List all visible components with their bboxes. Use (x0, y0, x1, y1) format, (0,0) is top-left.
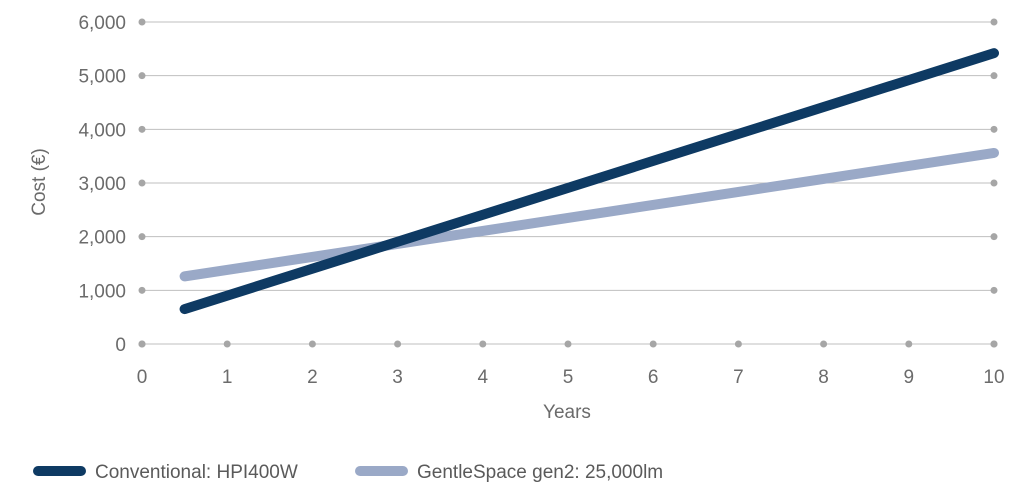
y-tick-label: 6,000 (78, 13, 126, 34)
x-tick-label: 8 (818, 367, 829, 388)
legend: Conventional: HPI400W GentleSpace gen2: … (33, 462, 663, 483)
gridline-dot (138, 125, 146, 133)
x-axis-title: Years (543, 402, 591, 423)
legend-label-gentlespace: GentleSpace gen2: 25,000lm (417, 462, 663, 483)
series-line-conventional (179, 48, 999, 315)
x-tick-label: 7 (733, 367, 744, 388)
x-tick-label: 9 (904, 367, 915, 388)
x-axis-dot (138, 340, 146, 348)
gridline-dot (138, 18, 146, 26)
legend-item-conventional: Conventional: HPI400W (33, 462, 298, 483)
x-axis-dot (479, 340, 487, 348)
x-tick-label: 10 (983, 367, 1004, 388)
x-tick-label: 3 (392, 367, 403, 388)
gridline-dot (990, 72, 998, 80)
x-tick-label: 4 (478, 367, 489, 388)
y-tick-label: 4,000 (78, 120, 126, 141)
x-axis-dot (905, 340, 913, 348)
x-tick-label: 5 (563, 367, 574, 388)
gridline-dot (990, 179, 998, 187)
gridline-dot (138, 179, 146, 187)
y-axis-title: Cost (€) (29, 148, 50, 216)
y-tick-label: 5,000 (78, 67, 126, 88)
x-tick-label: 0 (137, 367, 148, 388)
gridline-dot (138, 233, 146, 241)
gridline-dot (990, 233, 998, 241)
gridline-dot (138, 72, 146, 80)
series-layer (179, 48, 999, 315)
y-tick-labels: 0 1,000 2,000 3,000 4,000 5,000 6,000 (78, 13, 126, 356)
y-tick-label: 0 (115, 335, 126, 356)
x-axis-dot (564, 340, 572, 348)
x-tick-labels: 0 1 2 3 4 5 6 7 8 9 10 (137, 367, 1005, 388)
gridline-dot (990, 18, 998, 26)
gridline-dot (990, 286, 998, 294)
x-tick-label: 2 (307, 367, 318, 388)
x-axis-dot (820, 340, 828, 348)
gridline-dot (990, 125, 998, 133)
x-tick-label: 6 (648, 367, 659, 388)
y-tick-label: 2,000 (78, 228, 126, 249)
x-axis-dot (394, 340, 402, 348)
y-tick-label: 1,000 (78, 281, 126, 302)
x-axis-dot (223, 340, 231, 348)
x-axis-dot (308, 340, 316, 348)
series-line-gentlespace (179, 147, 999, 282)
legend-label-conventional: Conventional: HPI400W (95, 462, 298, 483)
y-tick-label: 3,000 (78, 174, 126, 195)
x-tick-label: 1 (222, 367, 233, 388)
x-axis-dot (734, 340, 742, 348)
x-axis-dot (649, 340, 657, 348)
legend-item-gentlespace: GentleSpace gen2: 25,000lm (355, 462, 663, 483)
gridline-dot (138, 286, 146, 294)
x-axis-dot (990, 340, 998, 348)
